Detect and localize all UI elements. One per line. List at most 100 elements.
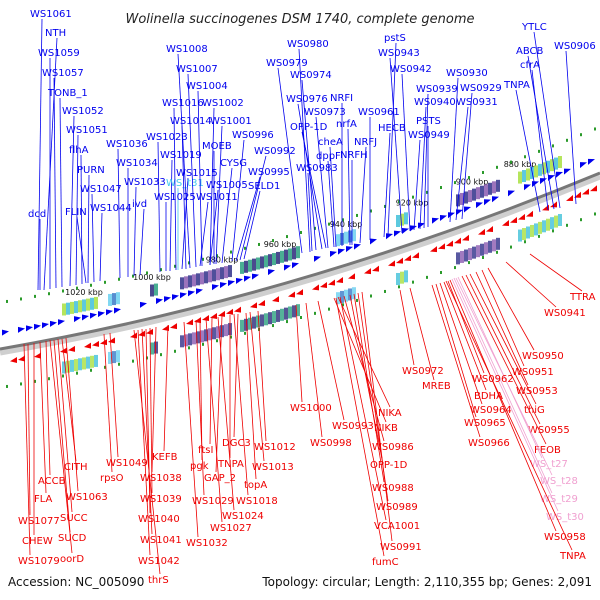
leader-line [327,160,335,248]
gc-block [82,299,86,312]
forward-gene-arrow [292,262,299,269]
gene-label: WS1016 [162,98,204,109]
gene-label: WS_t29 [540,494,578,505]
scale-dot [160,353,162,357]
reverse-gene-arrow [446,240,453,247]
gene-label: NIKA [378,408,402,419]
reverse-gene-arrow [84,342,91,349]
gc-block [542,220,546,233]
scale-dot [580,133,582,137]
forward-gene-arrow [314,255,321,262]
gc-block [192,332,196,345]
reverse-gene-arrow [364,268,371,275]
gene-label: pstS [384,33,406,44]
reverse-gene-arrow [10,357,17,364]
scale-dot [160,268,162,272]
gene-label: TONB_1 [47,88,88,99]
gc-block [472,188,476,201]
gene-label: WS1008 [166,44,208,55]
gc-block [526,168,530,181]
scale-dot [412,195,414,199]
leader-line [215,125,223,265]
leader-line [315,116,329,249]
reverse-gene-arrow [258,300,265,307]
gene-label: NRFI [330,93,353,104]
gene-label: WS1079 [18,556,60,567]
gene-label: SUCC [60,513,88,524]
leader-line [487,267,535,351]
gc-block [116,292,120,305]
scale-dot [216,339,218,343]
gene-label: TTRA [569,292,596,303]
gc-block [264,255,268,268]
gc-block [240,261,244,274]
scale-dot [552,229,554,233]
forward-gene-arrow [196,288,203,295]
gc-block [404,212,408,225]
gene-label: WS_t30 [546,512,584,523]
gc-block [456,252,460,265]
leader-line [387,42,397,237]
reverse-gene-arrow [590,185,597,192]
gc-block [240,319,244,332]
gene-label: WS0989 [376,502,418,513]
reverse-gene-arrow [162,325,169,332]
scale-dot [510,245,512,249]
gc-block [526,226,530,239]
gc-block [108,351,112,364]
gene-label: ACCB [38,476,66,487]
leader-line [461,275,547,445]
gc-block [82,357,86,370]
leader-line [461,92,473,220]
forward-gene-arrow [252,273,259,280]
gc-block [62,303,66,316]
gc-block [220,325,224,338]
leader-line [531,69,549,211]
scale-dot [384,204,386,208]
gc-block [496,237,500,250]
scale-dot [118,362,120,366]
gene-label: NTH [45,28,66,39]
leader-line [137,329,151,556]
gc-block [336,234,340,247]
reverse-gene-arrow [226,308,233,315]
gc-block [400,271,404,284]
gene-label: WS1000 [290,403,332,414]
gene-label: WS0995 [248,167,290,178]
scale-dot [62,374,64,378]
gene-label: cfrA [520,60,540,71]
scale-dot [426,190,428,194]
kbp-tick-label: 900 kbp [456,178,489,187]
leader-line [99,212,103,282]
reverse-gene-arrow [438,243,445,250]
scale-dot [538,149,540,153]
reverse-gene-arrow [320,281,327,288]
gene-label: ABCB [516,46,544,57]
leader-line [117,148,121,279]
forward-gene-arrow [524,184,531,191]
gene-label: WS0973 [304,107,346,118]
gc-block [344,231,348,244]
scale-dot [314,226,316,230]
gc-block [220,267,224,280]
gene-label: WS1015 [176,168,218,179]
gc-block [116,350,120,363]
forward-gene-arrow [588,158,595,165]
scale-dot [594,212,596,216]
forward-gene-arrow [26,325,33,332]
scale-dot [90,283,92,287]
gene-label: KEFB [152,452,178,463]
scale-dot [188,346,190,350]
leader-line [215,315,223,473]
scale-dot [34,294,36,298]
gc-block [272,253,276,266]
forward-gene-arrow [268,269,275,276]
leader-line [301,131,327,249]
gene-label: WS1040 [138,514,180,525]
leader-line [65,337,79,492]
gene-label: pgk [190,461,209,472]
scale-dot [286,320,288,324]
gene-label: WS1077 [18,516,60,527]
gc-block [288,306,292,319]
leader-line [39,341,47,494]
